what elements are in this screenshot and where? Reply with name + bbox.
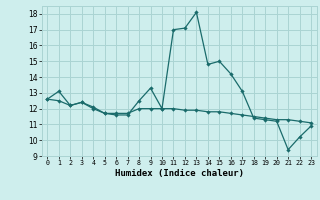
X-axis label: Humidex (Indice chaleur): Humidex (Indice chaleur) (115, 169, 244, 178)
